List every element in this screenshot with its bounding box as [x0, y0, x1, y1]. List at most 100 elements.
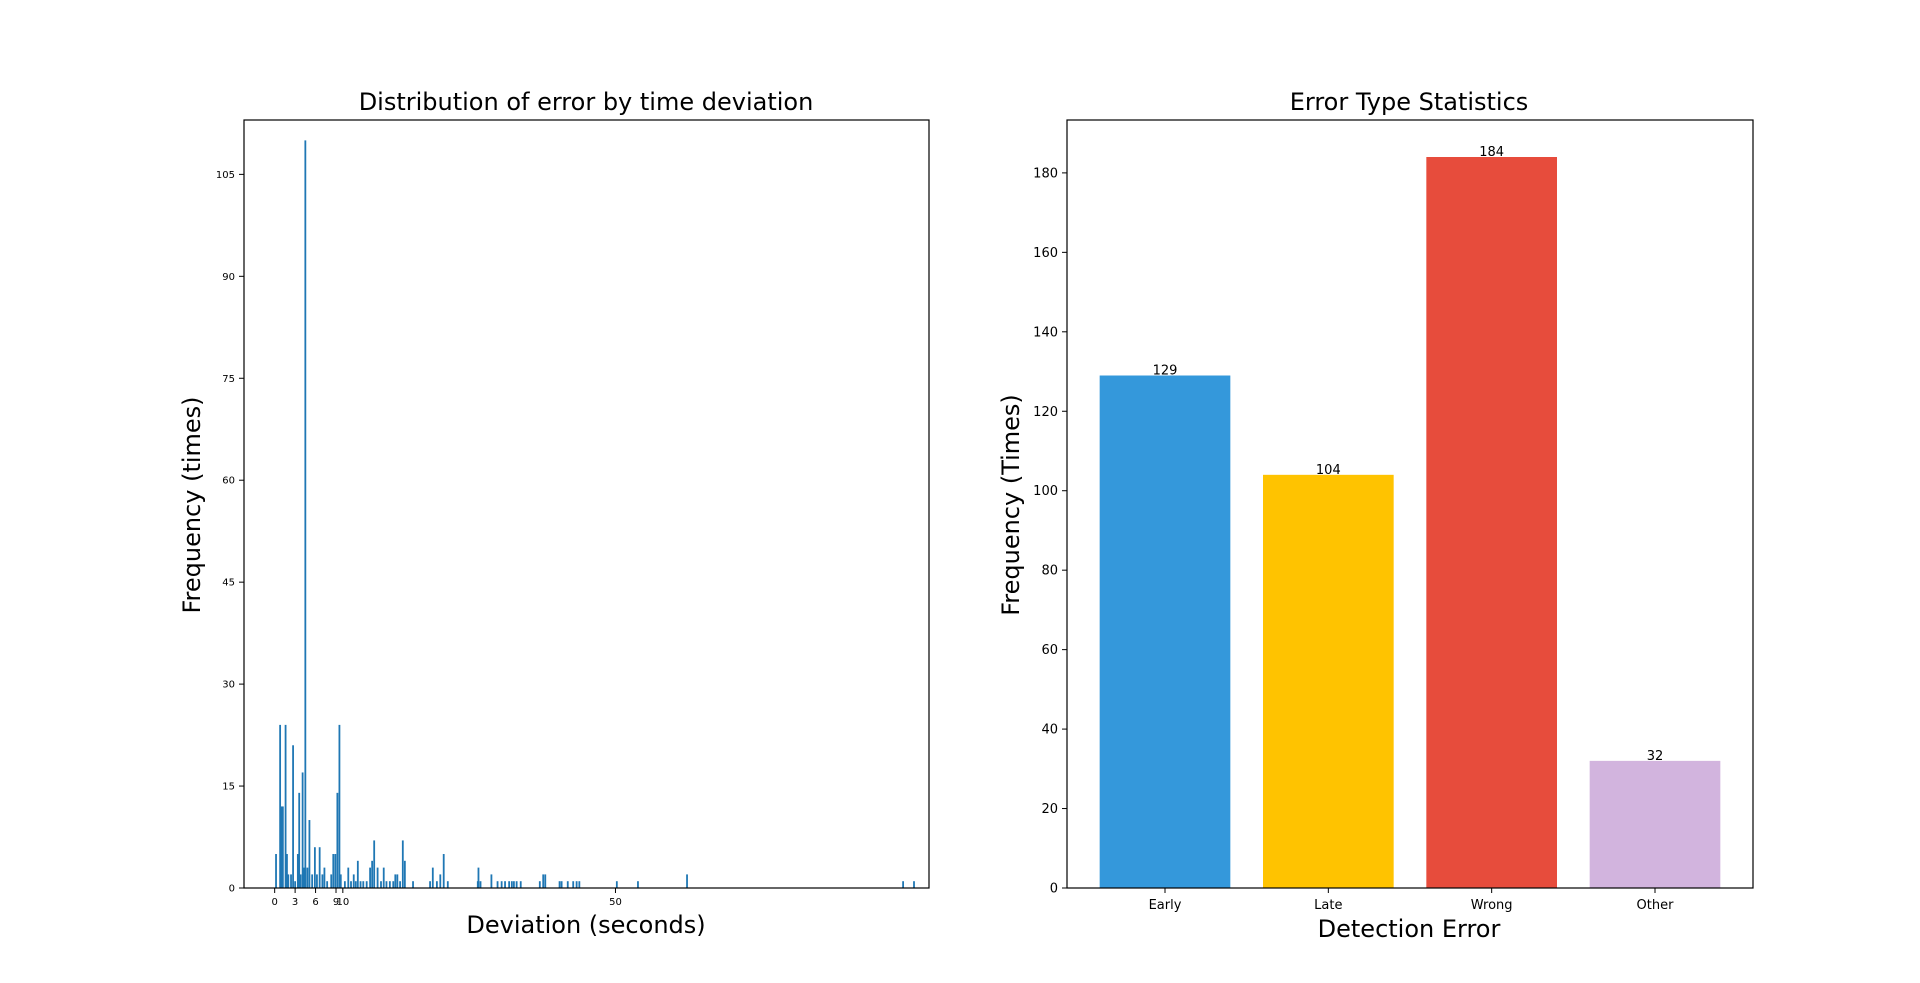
histogram-bar [356, 860, 359, 888]
histogram-bar [352, 874, 355, 888]
histogram-bar [275, 854, 277, 888]
bar-wrong [1426, 157, 1557, 888]
chart1-xlabel: Deviation (seconds) [466, 911, 705, 939]
histogram-bar [296, 854, 299, 888]
histogram-bar [560, 881, 563, 888]
histogram-bar [336, 792, 339, 888]
histogram-bar [392, 881, 395, 888]
histogram-bar [394, 874, 397, 888]
histogram-bar [566, 881, 569, 888]
histogram-bar [380, 881, 382, 888]
histogram-bar [308, 820, 311, 888]
x-tick-label: 9 [333, 897, 339, 908]
x-tick-label: Early [1149, 898, 1182, 913]
histogram-bar [362, 881, 365, 888]
histogram-bar [388, 881, 391, 888]
histogram-bar [412, 881, 414, 888]
histogram-bar [515, 881, 518, 888]
x-tick-label: Wrong [1471, 898, 1513, 913]
y-tick-label: 160 [1033, 246, 1058, 261]
histogram-bar [439, 874, 442, 888]
histogram-bar [442, 854, 445, 888]
bar-value-label: 129 [1153, 364, 1178, 379]
histogram-bar [637, 881, 639, 888]
histogram-bar [371, 860, 374, 888]
histogram-bar [401, 840, 404, 888]
chart1-title: Distribution of error by time deviation [359, 88, 814, 116]
histogram-bar [292, 745, 294, 888]
histogram-bar [435, 881, 438, 888]
y-tick-label: 15 [222, 782, 235, 793]
bar-value-label: 184 [1479, 145, 1504, 160]
histogram-bar [615, 881, 618, 888]
histogram-bar [477, 867, 480, 888]
histogram-bar [376, 867, 379, 888]
histogram-bar [294, 881, 297, 888]
y-tick-label: 105 [216, 170, 235, 181]
bar-late [1263, 474, 1394, 888]
chart2-bars: 129 104 184 32 [1099, 145, 1721, 888]
histogram-bar [343, 881, 346, 888]
histogram-bar [429, 881, 431, 888]
x-tick-label: Late [1314, 898, 1342, 913]
histogram-bar [558, 881, 561, 888]
histogram-bar [304, 140, 307, 888]
histogram-bar [446, 881, 449, 888]
y-tick-label: 0 [229, 884, 235, 895]
y-tick-label: 30 [222, 680, 235, 691]
y-tick-label: 80 [1041, 564, 1058, 579]
histogram-bar [347, 867, 350, 888]
histogram-bar [508, 881, 511, 888]
x-tick-label: 3 [292, 897, 298, 908]
histogram-bar [281, 806, 284, 888]
histogram-bar [332, 854, 335, 888]
histogram-bar [284, 724, 287, 888]
chart2-plot-frame [1066, 119, 1754, 889]
chart1-bars [275, 140, 915, 888]
chart1-ylabel: Frequency (times) [178, 396, 206, 613]
histogram-bar [510, 881, 513, 888]
y-tick-label: 90 [222, 272, 235, 283]
histogram-bar [318, 847, 321, 888]
bar-value-label: 104 [1316, 463, 1341, 478]
histogram-bar [280, 806, 283, 888]
histogram-bar [303, 867, 305, 888]
chart2-ylabel: Frequency (Times) [997, 394, 1025, 616]
histogram-bar [431, 867, 434, 888]
histogram-bar [316, 874, 318, 888]
histogram-bar [301, 772, 304, 888]
histogram-bar [500, 881, 503, 888]
bar-other [1589, 760, 1721, 888]
bar-early [1099, 375, 1231, 888]
x-tick-label: 50 [609, 897, 622, 908]
histogram-bar [396, 874, 399, 888]
histogram-bar [359, 881, 362, 888]
histogram-bar [298, 792, 301, 888]
histogram-bar [323, 867, 326, 888]
x-tick-label: 6 [312, 897, 318, 908]
histogram-bar [330, 874, 333, 888]
y-tick-label: 75 [222, 374, 235, 385]
y-tick-label: 60 [222, 476, 235, 487]
histogram-bar [311, 874, 314, 888]
chart2-title: Error Type Statistics [1290, 88, 1529, 116]
histogram-bar [519, 881, 522, 888]
chart1-x-ticks: 0 3 6 910 50 [271, 888, 622, 908]
histogram-bar [279, 724, 282, 888]
chart2-x-ticks: Early Late Wrong Other [1149, 888, 1674, 913]
x-tick-label: 0 [271, 897, 277, 908]
histogram-bar [542, 874, 545, 888]
histogram-bar [913, 881, 915, 888]
histogram-bar [513, 881, 515, 888]
bar-value-label: 32 [1647, 749, 1664, 764]
histogram-bar [686, 874, 688, 888]
y-tick-label: 60 [1041, 643, 1058, 658]
histogram-bar [286, 854, 288, 888]
y-tick-label: 120 [1033, 405, 1058, 420]
histogram-bar [575, 881, 578, 888]
histogram-bar [373, 840, 376, 888]
chart1-y-ticks: 0 15 30 45 60 75 90 105 [216, 170, 244, 895]
histogram-bar [287, 874, 290, 888]
error-type-chart: Error Type Statistics Frequency (Times) … [997, 88, 1754, 943]
